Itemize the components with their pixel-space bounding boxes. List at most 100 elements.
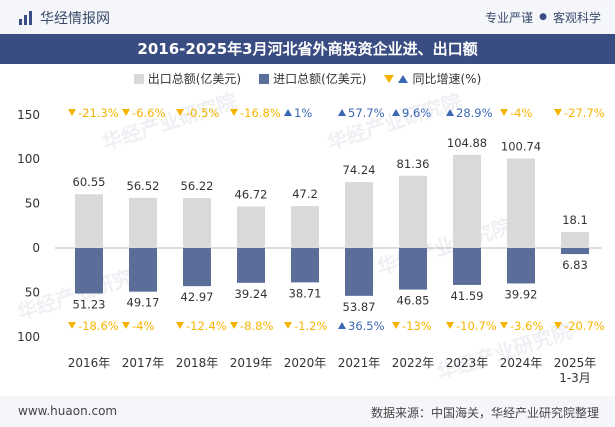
category-label: 2023年 xyxy=(446,356,489,370)
import-yoy-label: -8.8% xyxy=(240,319,273,333)
tagline: 专业严谨 ● 客观科学 xyxy=(485,9,601,26)
export-yoy-label: 28.9% xyxy=(456,106,493,120)
legend-export-label: 出口总额(亿美元) xyxy=(147,72,242,86)
category-label: 2016年 xyxy=(68,356,111,370)
category-label: 2024年 xyxy=(500,356,543,370)
legend-yoy-label: 同比增速(%) xyxy=(412,72,482,86)
legend-yoy: 同比增速(%) xyxy=(384,70,481,87)
y-tick-label: 100 xyxy=(17,152,40,166)
import-yoy-down-arrow-icon xyxy=(230,322,238,329)
import-bar xyxy=(237,248,265,283)
export-yoy-label: -4% xyxy=(510,106,532,120)
category-label: 2019年 xyxy=(230,356,273,370)
import-yoy-label: -18.6% xyxy=(78,319,119,333)
import-yoy-label: -13% xyxy=(402,319,432,333)
import-value-label: 6.83 xyxy=(562,258,588,272)
export-value-label: 74.24 xyxy=(343,163,376,177)
y-tick-label: 100 xyxy=(17,330,40,344)
import-yoy-down-arrow-icon xyxy=(176,322,184,329)
category-label: 2020年 xyxy=(284,356,327,370)
import-bar xyxy=(453,248,481,285)
export-yoy-label: 57.7% xyxy=(348,106,385,120)
import-bar xyxy=(507,248,535,284)
import-value-label: 41.59 xyxy=(451,289,484,303)
tagline-right: 客观科学 xyxy=(552,11,601,25)
import-yoy-label: -4% xyxy=(132,319,154,333)
export-bar xyxy=(399,175,427,248)
import-yoy-label: -12.4% xyxy=(186,319,227,333)
tagline-left: 专业严谨 xyxy=(485,11,534,25)
watermark-text: 华经产业研究院 xyxy=(374,214,515,280)
export-bar xyxy=(291,206,319,248)
watermark-text: 华经产业研究院 xyxy=(324,89,465,155)
category-label: 2017年 xyxy=(122,356,165,370)
export-yoy-down-arrow-icon xyxy=(230,109,238,116)
import-bar xyxy=(75,248,103,294)
export-yoy-down-arrow-icon xyxy=(68,109,76,116)
category-label: 2025年 xyxy=(554,356,597,370)
chart-area: 华经产业研究院华经产业研究院华经产业研究院华经产业研究院华经产业研究院15010… xyxy=(14,89,605,385)
export-yoy-up-arrow-icon xyxy=(284,109,292,116)
import-yoy-label: -10.7% xyxy=(456,319,497,333)
export-bar xyxy=(453,154,481,248)
export-value-label: 60.55 xyxy=(73,175,106,189)
export-yoy-label: 9.6% xyxy=(402,106,431,120)
legend-import: 进口总额(亿美元) xyxy=(259,70,366,87)
legend-import-label: 进口总额(亿美元) xyxy=(273,72,367,86)
category-label-sub: 1-3月 xyxy=(559,371,591,385)
export-yoy-label: -16.8% xyxy=(240,106,281,120)
import-value-label: 42.97 xyxy=(181,290,214,304)
import-bar xyxy=(561,248,589,255)
import-yoy-down-arrow-icon xyxy=(446,322,454,329)
export-value-label: 46.72 xyxy=(235,188,268,202)
export-yoy-label: -0.5% xyxy=(186,106,219,120)
import-value-label: 39.24 xyxy=(235,287,268,301)
import-value-label: 51.23 xyxy=(73,297,106,311)
import-yoy-down-arrow-icon xyxy=(284,322,292,329)
export-bar xyxy=(237,206,265,248)
footer-source: 数据来源：中国海关，华经产业研究院整理 xyxy=(370,406,599,420)
legend-down-triangle-icon xyxy=(384,74,395,83)
footer-bar: www.huaon.com 数据来源：中国海关，华经产业研究院整理 xyxy=(0,396,615,427)
legend-export: 出口总额(亿美元) xyxy=(133,70,242,87)
export-value-label: 104.88 xyxy=(447,136,487,150)
category-label: 2022年 xyxy=(392,356,435,370)
import-bar xyxy=(183,248,211,287)
footer-url[interactable]: www.huaon.com xyxy=(18,404,118,418)
chart-title: 2016-2025年3月河北省外商投资企业进、出口额 xyxy=(0,34,615,64)
category-label: 2021年 xyxy=(338,356,381,370)
export-yoy-label: -27.7% xyxy=(564,106,605,120)
import-value-label: 39.92 xyxy=(505,287,538,301)
import-yoy-label: -1.2% xyxy=(294,319,327,333)
export-yoy-label: -6.6% xyxy=(132,106,165,120)
y-tick-label: 150 xyxy=(17,108,40,122)
header-bar: 华经情报网 专业严谨 ● 客观科学 xyxy=(0,0,615,34)
legend-up-triangle-icon xyxy=(398,74,409,83)
export-bar xyxy=(75,194,103,248)
export-bar xyxy=(345,182,373,248)
legend-import-swatch xyxy=(259,73,270,84)
watermark-text: 华经产业研究院 xyxy=(99,89,240,155)
export-yoy-down-arrow-icon xyxy=(554,109,562,116)
export-yoy-down-arrow-icon xyxy=(122,109,130,116)
export-value-label: 18.1 xyxy=(562,213,588,227)
import-yoy-down-arrow-icon xyxy=(554,322,562,329)
brand[interactable]: 华经情报网 xyxy=(18,8,110,28)
export-value-label: 47.2 xyxy=(292,187,318,201)
import-value-label: 38.71 xyxy=(289,286,322,300)
export-value-label: 81.36 xyxy=(397,157,430,171)
export-bar xyxy=(507,158,535,248)
import-yoy-label: 36.5% xyxy=(348,319,385,333)
import-value-label: 49.17 xyxy=(127,296,160,310)
export-value-label: 56.22 xyxy=(181,179,214,193)
export-yoy-down-arrow-icon xyxy=(176,109,184,116)
import-bar xyxy=(129,248,157,292)
import-yoy-label: -20.7% xyxy=(564,319,605,333)
chart-legend: 出口总额(亿美元) 进口总额(亿美元) 同比增速(%) xyxy=(0,70,615,87)
export-value-label: 100.74 xyxy=(501,140,541,154)
huajing-logo-icon xyxy=(19,11,32,25)
export-value-label: 56.52 xyxy=(127,179,160,193)
export-yoy-label: -21.3% xyxy=(78,106,119,120)
export-yoy-up-arrow-icon xyxy=(392,109,400,116)
export-bar xyxy=(129,197,157,248)
